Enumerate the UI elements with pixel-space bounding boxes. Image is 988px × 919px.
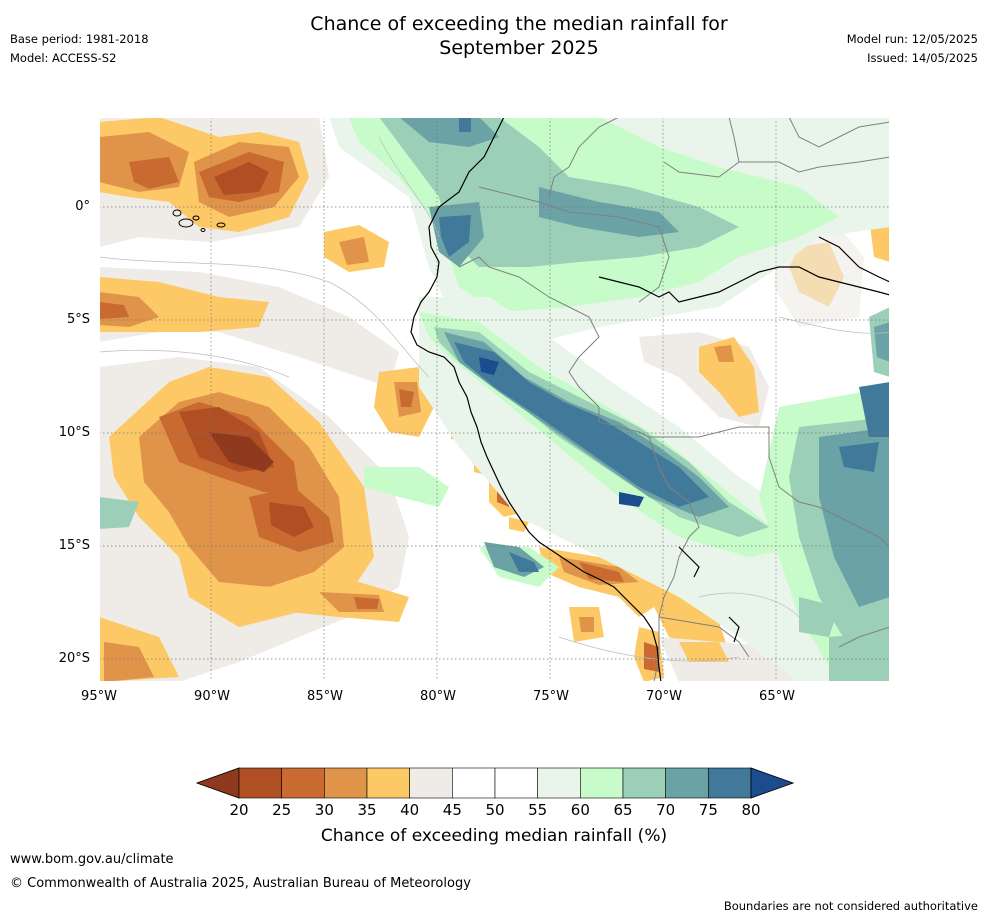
base-period: Base period: 1981-2018 bbox=[10, 32, 149, 46]
issued-date: Issued: 14/05/2025 bbox=[867, 51, 978, 65]
lat-label-5s: 5°S bbox=[66, 312, 90, 327]
colorbar-tick-label: 30 bbox=[314, 801, 334, 819]
country-borders bbox=[458, 117, 890, 682]
lon-label-85w: 85°W bbox=[307, 689, 343, 704]
rainfall-map bbox=[99, 117, 890, 682]
map-title-line2: September 2025 bbox=[439, 37, 599, 59]
colorbar-tick-label: 80 bbox=[741, 801, 761, 819]
colorbar-swatch bbox=[494, 767, 538, 799]
map-title: Chance of exceeding the median rainfall … bbox=[0, 12, 988, 60]
lon-label-95w: 95°W bbox=[81, 689, 117, 704]
wet-anomaly-regions bbox=[99, 117, 890, 682]
colorbar-tick-label: 65 bbox=[613, 801, 633, 819]
dry-anomaly-regions bbox=[99, 117, 890, 682]
colorbar-tick-label: 75 bbox=[698, 801, 718, 819]
map-title-line1: Chance of exceeding the median rainfall … bbox=[310, 13, 728, 35]
colorbar-swatch bbox=[238, 767, 282, 799]
lon-label-65w: 65°W bbox=[759, 689, 795, 704]
colorbar-swatch bbox=[281, 767, 325, 799]
colorbar-arrow-high bbox=[750, 767, 794, 799]
colorbar-tick-label: 20 bbox=[229, 801, 249, 819]
lon-label-80w: 80°W bbox=[420, 689, 456, 704]
colorbar-swatch bbox=[580, 767, 624, 799]
lon-label-90w: 90°W bbox=[194, 689, 230, 704]
lon-label-70w: 70°W bbox=[646, 689, 682, 704]
lat-label-10s: 10°S bbox=[58, 425, 90, 440]
colorbar-label: Chance of exceeding median rainfall (%) bbox=[320, 826, 668, 846]
footer-url: www.bom.gov.au/climate bbox=[10, 852, 174, 867]
colorbar-swatch bbox=[665, 767, 709, 799]
colorbar-swatch bbox=[409, 767, 453, 799]
colorbar-tick-label: 60 bbox=[570, 801, 590, 819]
galapagos-islands bbox=[172, 209, 226, 232]
meta-right: Model run: 12/05/2025 Issued: 14/05/2025 bbox=[847, 30, 978, 68]
colorbar-tick-label: 35 bbox=[357, 801, 377, 819]
lat-label-20s: 20°S bbox=[58, 651, 90, 666]
colorbar-tick-label: 70 bbox=[656, 801, 676, 819]
lon-label-75w: 75°W bbox=[533, 689, 569, 704]
colorbar-swatch bbox=[708, 767, 752, 799]
colorbar-swatch bbox=[324, 767, 368, 799]
coastlines bbox=[410, 117, 890, 682]
footer-copyright: © Commonwealth of Australia 2025, Austra… bbox=[10, 876, 471, 891]
colorbar-tick-label: 55 bbox=[528, 801, 548, 819]
colorbar-tick-label: 50 bbox=[485, 801, 505, 819]
lat-label-15s: 15°S bbox=[58, 538, 90, 553]
colorbar-tick-label: 40 bbox=[400, 801, 420, 819]
footer-disclaimer: Boundaries are not considered authoritat… bbox=[723, 899, 978, 913]
model-run: Model run: 12/05/2025 bbox=[846, 32, 978, 46]
colorbar-swatch bbox=[452, 767, 496, 799]
lat-label-0: 0° bbox=[75, 199, 90, 214]
model-name: Model: ACCESS-S2 bbox=[10, 51, 117, 65]
colorbar-swatch bbox=[622, 767, 666, 799]
colorbar-arrow-low bbox=[196, 767, 240, 799]
colorbar-tick-label: 45 bbox=[442, 801, 462, 819]
colorbar bbox=[196, 767, 794, 799]
contour-lines bbox=[99, 136, 890, 662]
meta-left: Base period: 1981-2018 Model: ACCESS-S2 bbox=[10, 30, 149, 68]
colorbar-swatch bbox=[537, 767, 581, 799]
colorbar-swatch bbox=[366, 767, 410, 799]
colorbar-tick-label: 25 bbox=[272, 801, 292, 819]
